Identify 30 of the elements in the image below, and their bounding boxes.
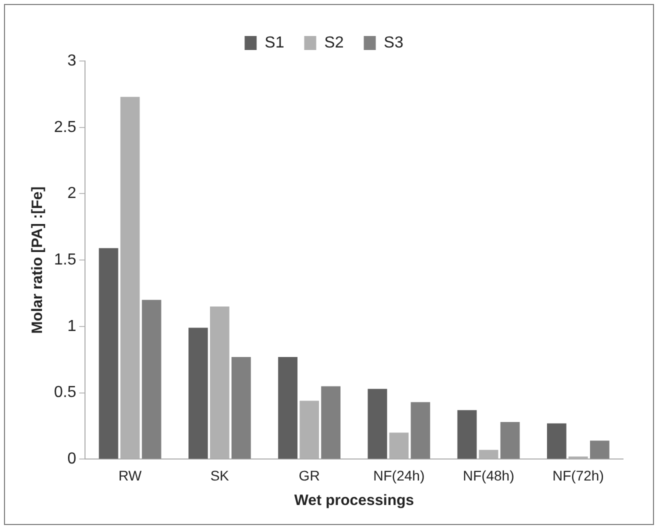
- y-tick-label: 1.5: [54, 252, 76, 269]
- bar: [590, 440, 610, 459]
- bar: [500, 422, 520, 459]
- bar: [98, 248, 118, 459]
- x-tick-label: RW: [118, 467, 142, 484]
- y-tick-label: 2.5: [54, 118, 76, 136]
- x-tick-label: GR: [298, 467, 320, 484]
- legend-label: S3: [384, 34, 404, 52]
- bar: [188, 328, 208, 459]
- x-tick-label: SK: [210, 467, 230, 484]
- bar: [278, 356, 298, 459]
- bar: [142, 300, 162, 459]
- y-axis-title: Molar ratio [PA] :[Fe]: [29, 186, 46, 334]
- bar: [368, 388, 388, 459]
- bar: [410, 402, 430, 459]
- y-tick-label: 0.5: [54, 384, 76, 402]
- legend-label: S2: [324, 34, 344, 52]
- y-tick-label: 3: [67, 52, 76, 70]
- x-tick-label: NF(72h): [552, 467, 604, 484]
- bar: [321, 386, 340, 459]
- legend-label: S1: [264, 34, 284, 52]
- y-tick-label: 1: [67, 318, 76, 335]
- x-tick-label: NF(24h): [373, 467, 425, 484]
- x-axis-title: Wet processings: [294, 492, 414, 510]
- bar: [232, 356, 251, 459]
- bar: [457, 410, 477, 459]
- bar: [546, 423, 566, 459]
- x-tick-label: NF(48h): [462, 467, 514, 484]
- y-tick-label: 2: [67, 185, 76, 202]
- y-tick-label: 0: [67, 450, 76, 468]
